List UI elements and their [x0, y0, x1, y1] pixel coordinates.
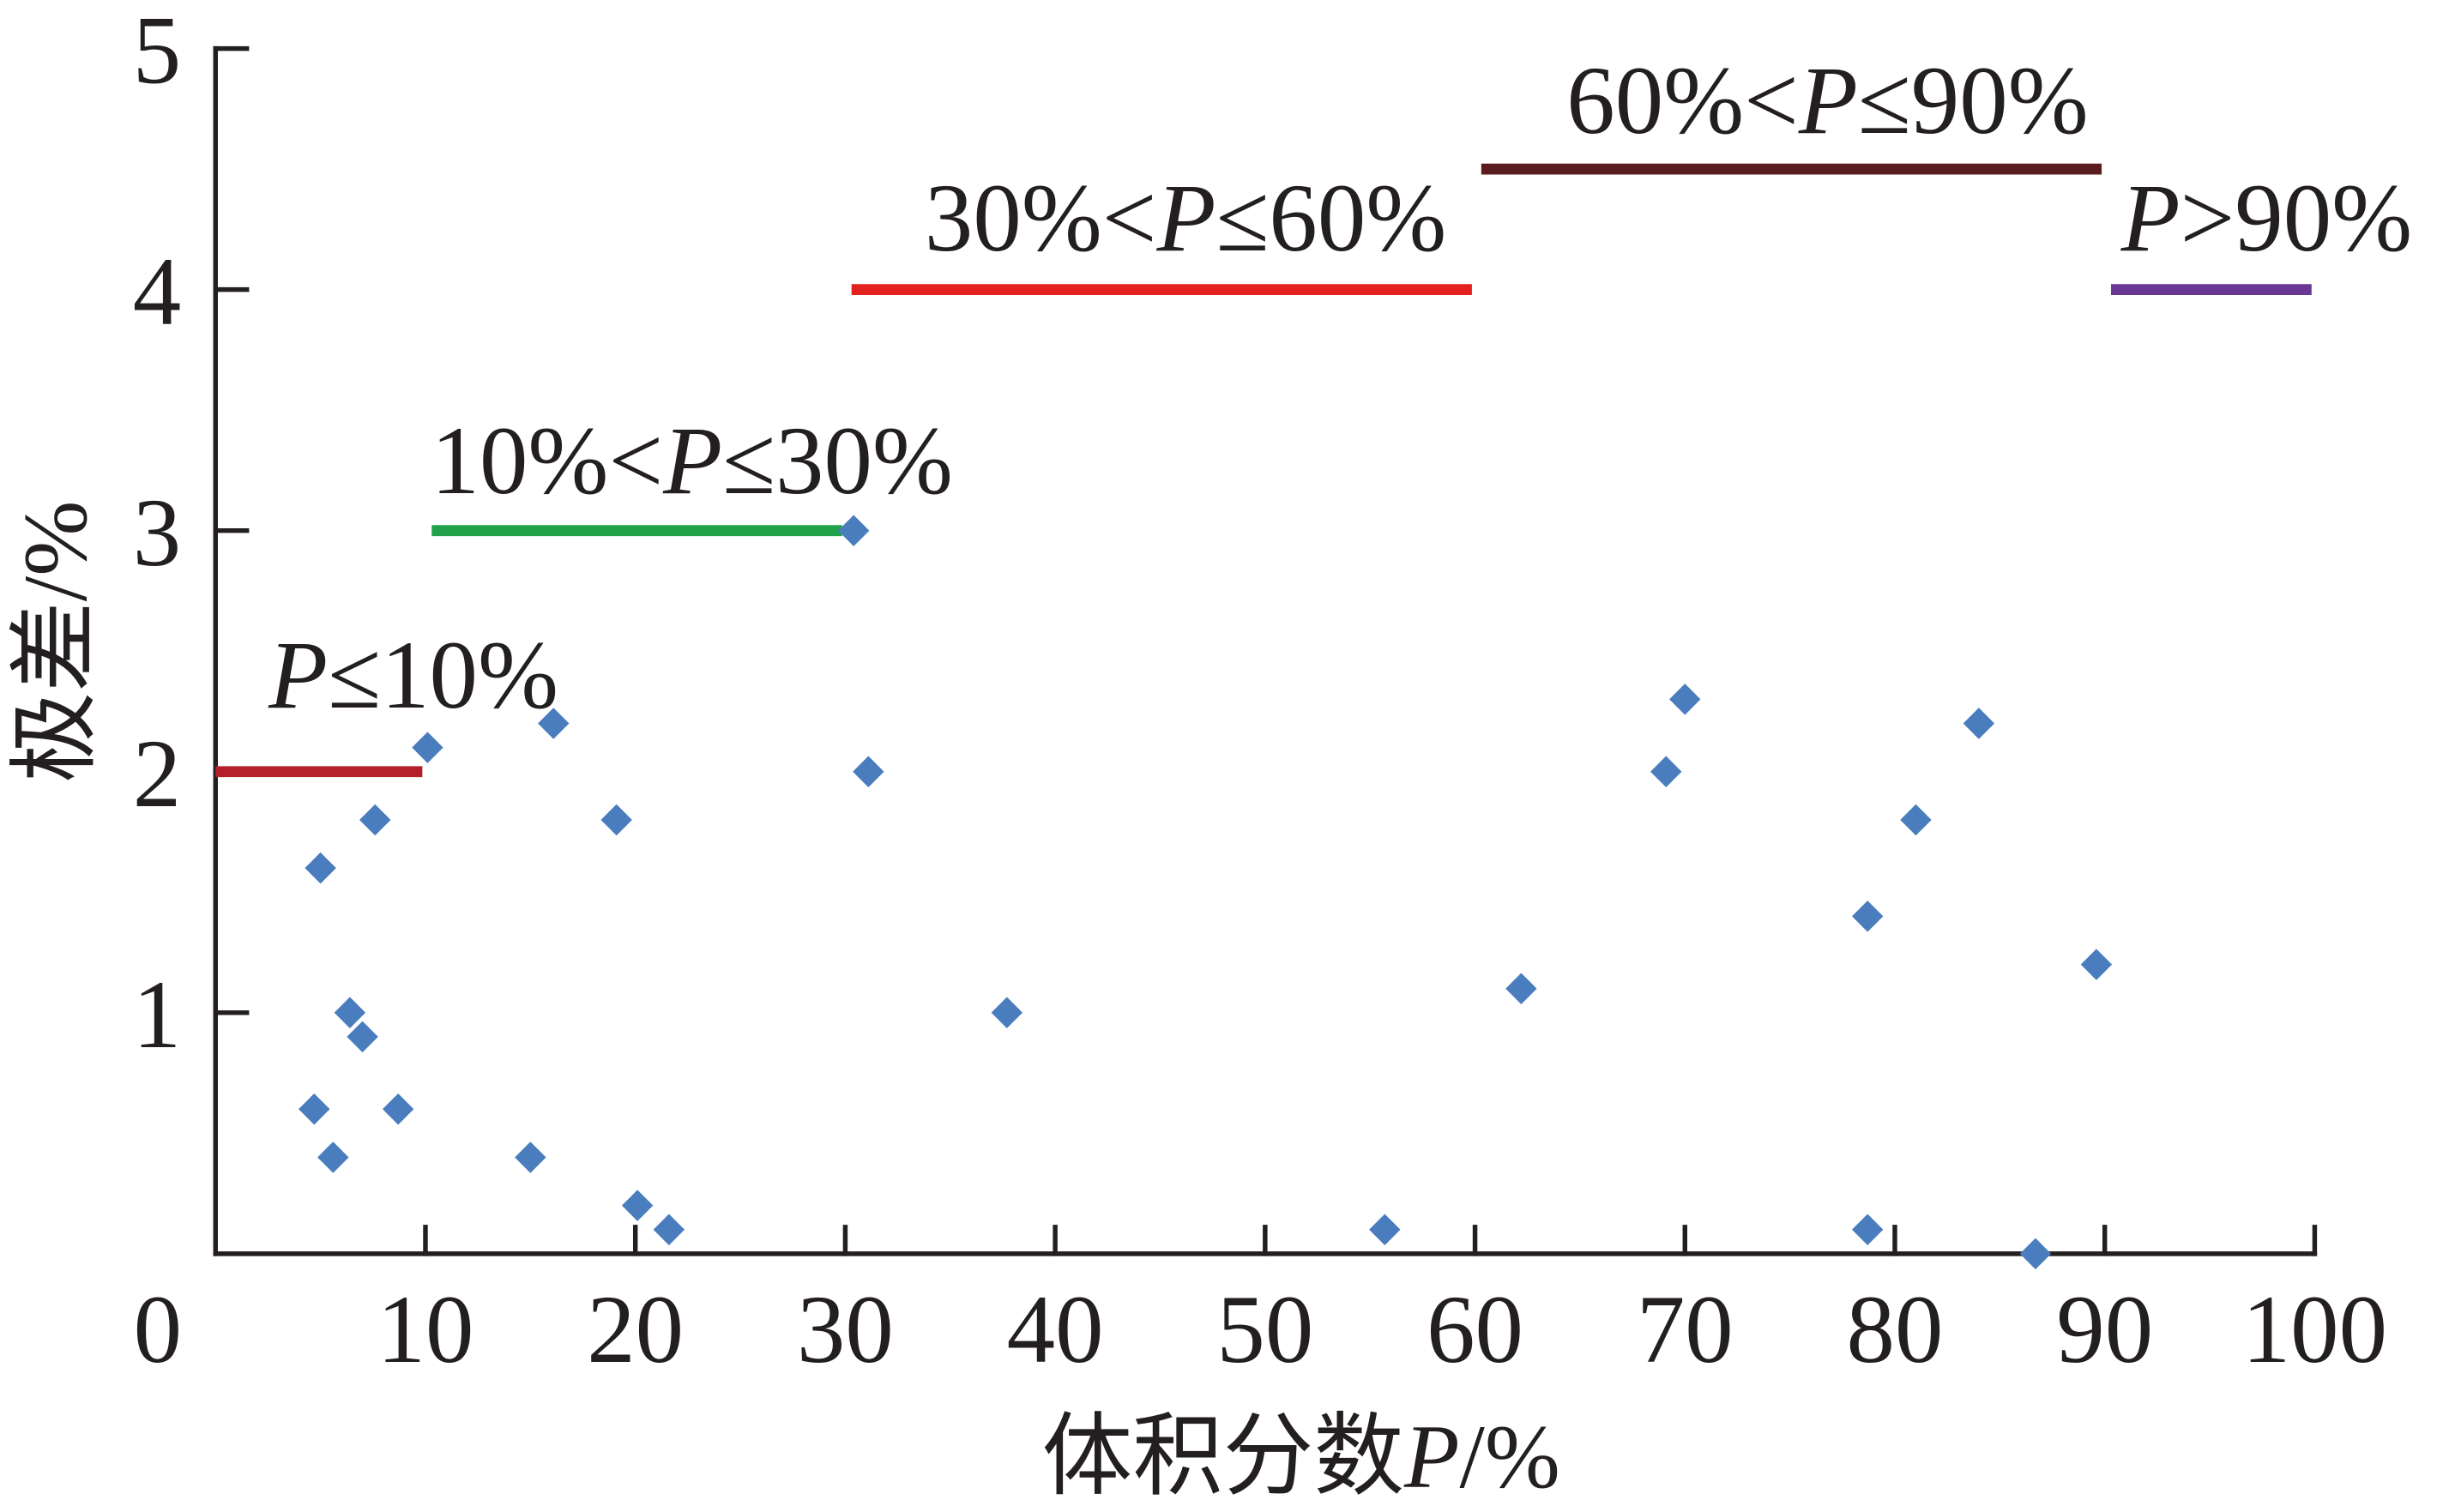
- range-label: 30%<P≤60%: [925, 165, 1446, 272]
- plot-area: 0 10 20 30 40 50 60 70 80 90 100 1 2 3 4 5 P≤10% 10%<P≤30…: [133, 0, 2412, 1383]
- data-point: [515, 1142, 546, 1173]
- data-point: [347, 1021, 378, 1053]
- data-point: [1900, 804, 1932, 836]
- range-label: 10%<P≤30%: [431, 407, 953, 515]
- data-point: [653, 1214, 685, 1246]
- data-point: [359, 804, 391, 836]
- x-tick-label: 60: [1427, 1276, 1523, 1383]
- y-tick-label: 5: [133, 0, 181, 105]
- x-tick-label: 10: [377, 1276, 474, 1383]
- data-point: [1669, 684, 1701, 715]
- x-tick-label: 0: [134, 1276, 182, 1383]
- y-tick-label: 1: [133, 961, 181, 1069]
- x-tick-label: 90: [2056, 1276, 2153, 1383]
- data-point: [1963, 708, 1995, 739]
- data-point: [1650, 756, 1682, 788]
- data-point: [2019, 1238, 2052, 1270]
- data-point: [412, 732, 443, 763]
- x-tick-label: 20: [587, 1276, 684, 1383]
- y-tick-label: 3: [133, 479, 181, 587]
- range-label: 60%<P≤90%: [1566, 47, 2088, 154]
- data-point: [299, 1093, 330, 1125]
- x-tick-label: 100: [2242, 1276, 2387, 1383]
- x-tick-label: 30: [797, 1276, 894, 1383]
- data-point: [305, 852, 336, 884]
- x-tick-label: 50: [1216, 1276, 1313, 1383]
- data-point: [1369, 1214, 1401, 1246]
- data-point: [837, 515, 870, 546]
- x-tick-label: 80: [1847, 1276, 1944, 1383]
- data-point: [621, 1190, 654, 1221]
- data-point: [1851, 1214, 1884, 1246]
- data-point: [382, 1093, 414, 1125]
- data-point: [2080, 949, 2113, 980]
- range-label: P≤10%: [268, 622, 558, 729]
- data-point: [600, 804, 632, 836]
- data-point: [1505, 973, 1537, 1004]
- data-point: [317, 1142, 349, 1173]
- data-point: [1851, 901, 1884, 932]
- data-point: [853, 756, 884, 788]
- range-label: P>90%: [2120, 165, 2413, 272]
- x-tick-label: 40: [1007, 1276, 1104, 1383]
- y-tick-label: 2: [133, 720, 181, 828]
- y-tick-label: 4: [133, 238, 181, 346]
- data-point: [991, 997, 1023, 1029]
- x-axis-title: 体积分数P/%: [1042, 1407, 1560, 1507]
- data-point: [334, 997, 366, 1029]
- x-tick-label: 70: [1637, 1276, 1734, 1383]
- y-axis-title: 极差/%: [5, 501, 106, 783]
